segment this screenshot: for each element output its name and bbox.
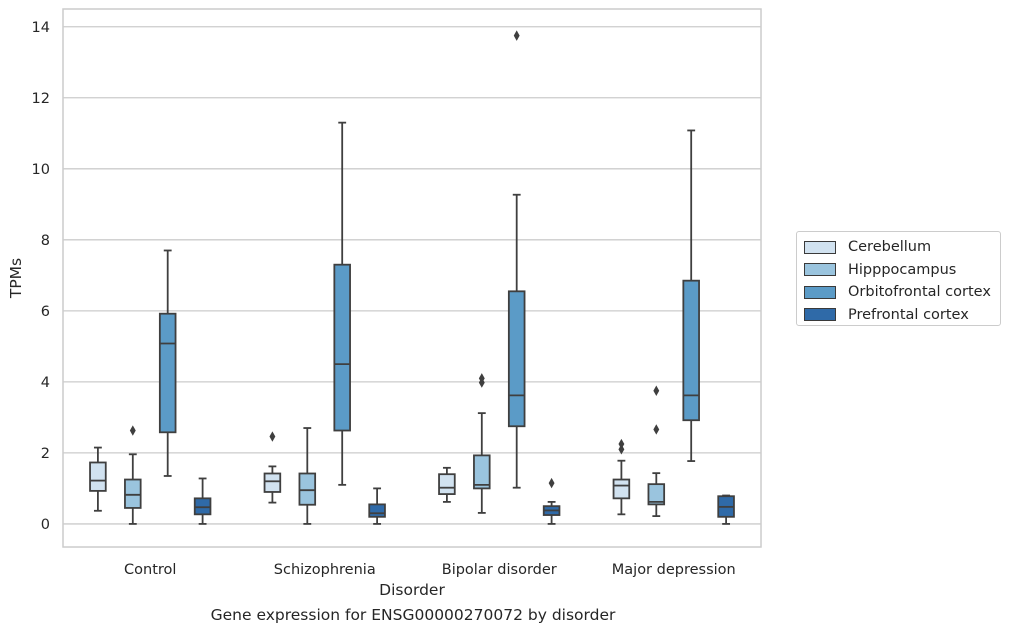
box-iqr [682, 279, 700, 422]
legend-item: Hipppocampus [804, 259, 1000, 282]
x-tick-label: Schizophrenia [274, 562, 376, 578]
box-0-1 [263, 431, 282, 504]
outlier-point [129, 425, 136, 436]
box-3-0 [193, 477, 212, 525]
legend-label: Hipppocampus [848, 261, 957, 278]
y-axis-ticks: 0 2 4 6 8 10 12 14 [32, 20, 50, 533]
legend-label: Orbitofrontal cortex [848, 284, 991, 301]
box-iqr [612, 478, 631, 500]
box-2-3 [682, 129, 700, 462]
y-tick-label: 8 [41, 233, 50, 249]
box-iqr [647, 483, 666, 506]
legend-item: Orbitofrontal cortex [804, 281, 1000, 304]
legend-label: Cerebellum [848, 239, 932, 256]
box-iqr [333, 263, 351, 432]
box-iqr [507, 290, 526, 428]
legend-item: Prefrontal cortex [804, 304, 1000, 327]
y-tick-label: 6 [41, 304, 50, 320]
x-tick-label: Control [124, 562, 176, 578]
box-0-2 [438, 466, 456, 503]
outlier-point [478, 373, 485, 384]
plot-area-frame [62, 8, 762, 548]
box-iqr [263, 472, 282, 493]
y-tick-label: 4 [41, 375, 50, 391]
outlier-point [269, 431, 276, 442]
box-3-1 [368, 487, 386, 525]
box-iqr [473, 454, 491, 490]
legend-swatch [804, 308, 836, 322]
box-1-1 [298, 427, 317, 525]
y-tick-label: 2 [41, 446, 50, 462]
box-1-3 [647, 385, 666, 518]
box-iqr [298, 472, 317, 506]
y-tick-label: 10 [32, 162, 50, 178]
outlier-point [548, 477, 555, 489]
outlier-point [513, 30, 520, 41]
box-3-2 [542, 477, 561, 525]
outlier-point [618, 444, 625, 455]
legend-label: Prefrontal cortex [848, 306, 969, 323]
legend-swatch [804, 240, 836, 254]
figure-caption: Gene expression for ENSG00000270072 by d… [210, 606, 616, 624]
box-0-3 [612, 438, 631, 516]
box-1-2 [473, 373, 491, 514]
legend-item: Cerebellum [804, 236, 1000, 259]
grid-lines [63, 26, 761, 525]
outlier-point [653, 424, 660, 435]
box-1-0 [124, 425, 142, 525]
box-3-3 [717, 494, 735, 525]
box-iqr [158, 312, 177, 434]
y-axis-label: TPMs [7, 258, 25, 299]
y-tick-label: 0 [41, 517, 50, 533]
box-iqr [368, 503, 386, 518]
x-axis-label: Disorder [379, 581, 445, 599]
box-iqr [89, 461, 107, 492]
box-2-0 [158, 249, 177, 477]
legend: Cerebellum Hipppocampus Orbitofrontal cort… [796, 231, 1001, 326]
box-2-2 [507, 30, 526, 489]
x-tick-label: Major depression [612, 562, 736, 578]
outlier-point [653, 385, 660, 396]
box-iqr [438, 473, 456, 495]
box-2-1 [333, 121, 351, 486]
box-iqr [124, 478, 142, 509]
outlier-point [618, 438, 625, 450]
y-tick-label: 12 [32, 91, 50, 107]
box-series [89, 30, 735, 525]
y-tick-label: 14 [32, 20, 50, 36]
x-tick-label: Bipolar disorder [442, 562, 557, 578]
legend-swatch [804, 285, 836, 299]
x-axis-ticks: Control Schizophrenia Bipolar disorder Majo… [124, 562, 736, 578]
box-0-0 [89, 446, 107, 512]
legend-swatch [804, 263, 836, 277]
